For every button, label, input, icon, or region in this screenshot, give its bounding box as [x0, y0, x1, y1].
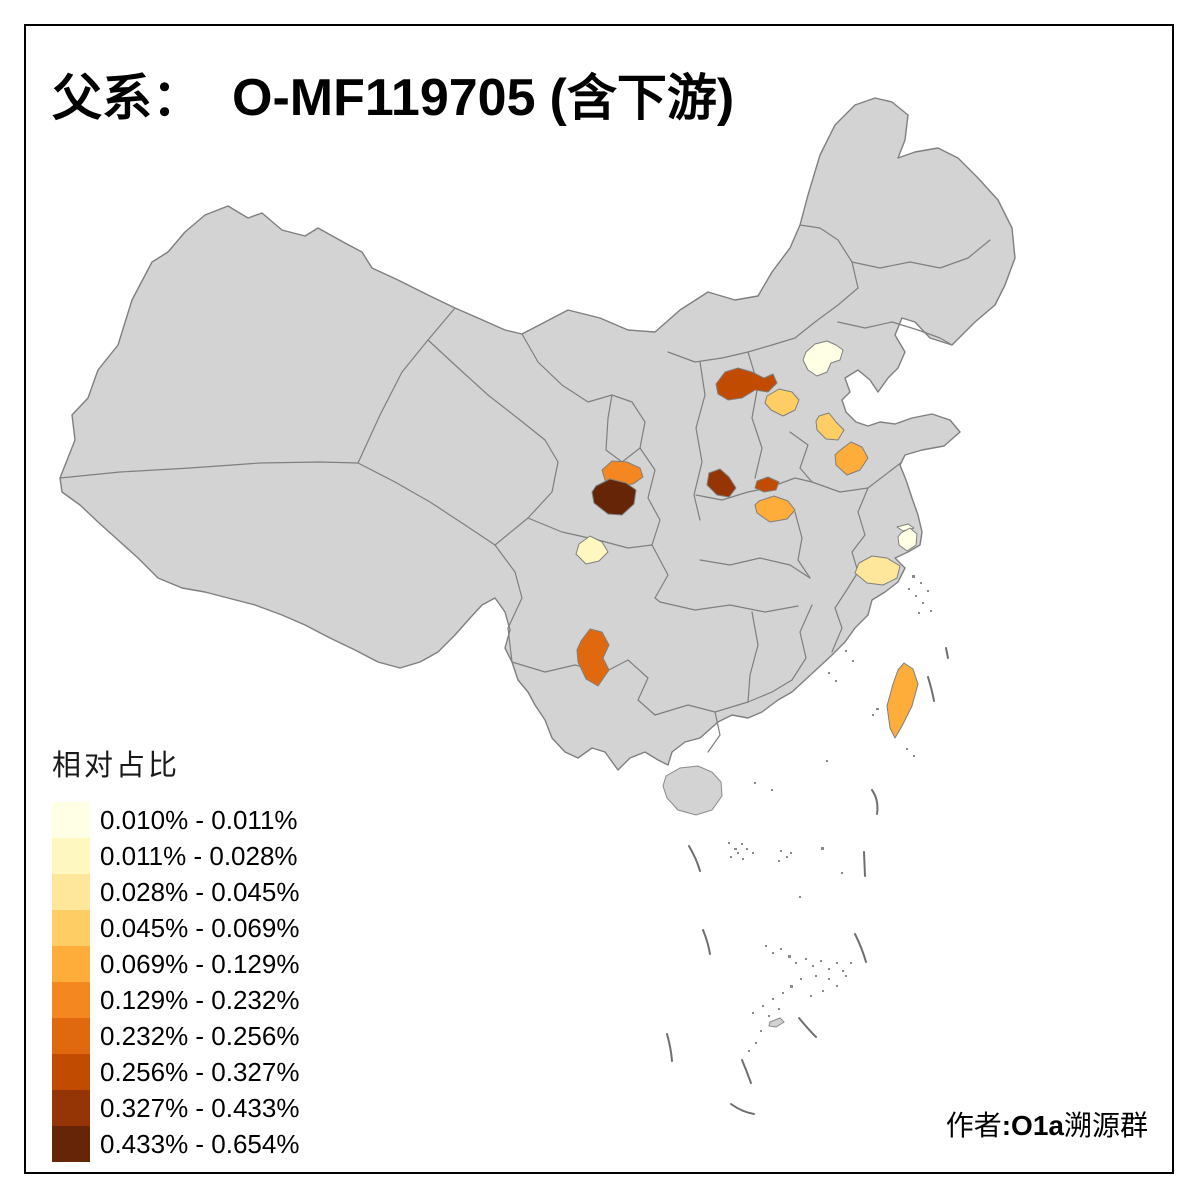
- region-hebei-central: [764, 388, 800, 417]
- nine-dash-line: [666, 647, 949, 1115]
- legend-swatch-5: [52, 946, 90, 982]
- region-henan-south: [754, 495, 796, 523]
- legend-row: 0.045% - 0.069%: [52, 910, 299, 946]
- legend-row: 0.011% - 0.028%: [52, 838, 299, 874]
- legend-title: 相对占比: [52, 750, 181, 782]
- hainan-island: [662, 765, 723, 816]
- legend-row: 0.232% - 0.256%: [52, 1018, 299, 1054]
- plot-frame-border: [24, 24, 1174, 1174]
- legend-label-3: 0.028% - 0.045%: [100, 876, 300, 907]
- title-haplogroup-code: O-MF119705: [232, 69, 536, 127]
- page-title: 父系： O-MF119705 (含下游): [52, 58, 734, 130]
- title-annotation: 含下游: [566, 70, 717, 126]
- region-henan-central: [754, 476, 780, 493]
- legend-swatch-7: [52, 1018, 90, 1054]
- title-paren-close: ): [716, 69, 735, 127]
- legend-swatch-4: [52, 910, 90, 946]
- region-gansu-southeast: [591, 478, 637, 516]
- attribution-colon: :: [1001, 1110, 1012, 1141]
- region-shanghai-island: [896, 523, 915, 532]
- legend-row: 0.129% - 0.232%: [52, 982, 299, 1018]
- attribution-suffix: 溯源群: [1063, 1111, 1148, 1142]
- region-zhejiang-north: [854, 555, 901, 586]
- legend-label-9: 0.327% - 0.433%: [100, 1092, 300, 1123]
- attribution-prefix: 作者: [945, 1111, 1002, 1142]
- legend-row: 0.069% - 0.129%: [52, 946, 299, 982]
- legend: 相对占比 0.010% - 0.011% 0.011% - 0.028% 0.0…: [52, 742, 299, 1162]
- legend-swatch-10: [52, 1126, 90, 1162]
- legend-label-5: 0.069% - 0.129%: [100, 948, 300, 979]
- legend-row: 0.256% - 0.327%: [52, 1054, 299, 1090]
- legend-label-10: 0.433% - 0.654%: [100, 1128, 300, 1159]
- legend-row: 0.327% - 0.433%: [52, 1090, 299, 1126]
- region-yunnan-central: [576, 628, 610, 687]
- title-paren-open: (: [549, 69, 567, 127]
- region-taiwan: [886, 662, 919, 739]
- attribution: 作者:O1a溯源群: [946, 1104, 1148, 1144]
- title-prefix: 父系：: [52, 70, 202, 126]
- region-shanxi-north: [715, 367, 778, 401]
- legend-label-6: 0.129% - 0.232%: [100, 984, 300, 1015]
- legend-row: 0.010% - 0.011%: [52, 802, 299, 838]
- legend-swatch-9: [52, 1090, 90, 1126]
- legend-swatch-2: [52, 838, 90, 874]
- legend-swatch-1: [52, 802, 90, 838]
- colored-regions: [575, 340, 919, 739]
- spratly-islet: [768, 1017, 785, 1028]
- legend-label-7: 0.232% - 0.256%: [100, 1020, 300, 1051]
- province-borders: [59, 224, 991, 753]
- attribution-group: O1a: [1011, 1110, 1064, 1141]
- legend-swatch-8: [52, 1054, 90, 1090]
- region-shanghai: [897, 527, 918, 552]
- legend-label-4: 0.045% - 0.069%: [100, 912, 300, 943]
- region-beijing: [802, 340, 844, 377]
- legend-row: 0.028% - 0.045%: [52, 874, 299, 910]
- legend-swatch-6: [52, 982, 90, 1018]
- region-sichuan-chengdu: [575, 535, 609, 565]
- legend-label-2: 0.011% - 0.028%: [100, 840, 298, 871]
- sea-islands: [728, 575, 932, 1052]
- legend-label-1: 0.010% - 0.011%: [100, 804, 298, 835]
- region-henan-west: [706, 468, 737, 498]
- legend-label-8: 0.256% - 0.327%: [100, 1056, 300, 1087]
- region-shandong-northwest: [815, 412, 845, 441]
- region-shandong-southwest: [834, 441, 869, 476]
- legend-swatch-3: [52, 874, 90, 910]
- legend-row: 0.433% - 0.654%: [52, 1126, 299, 1162]
